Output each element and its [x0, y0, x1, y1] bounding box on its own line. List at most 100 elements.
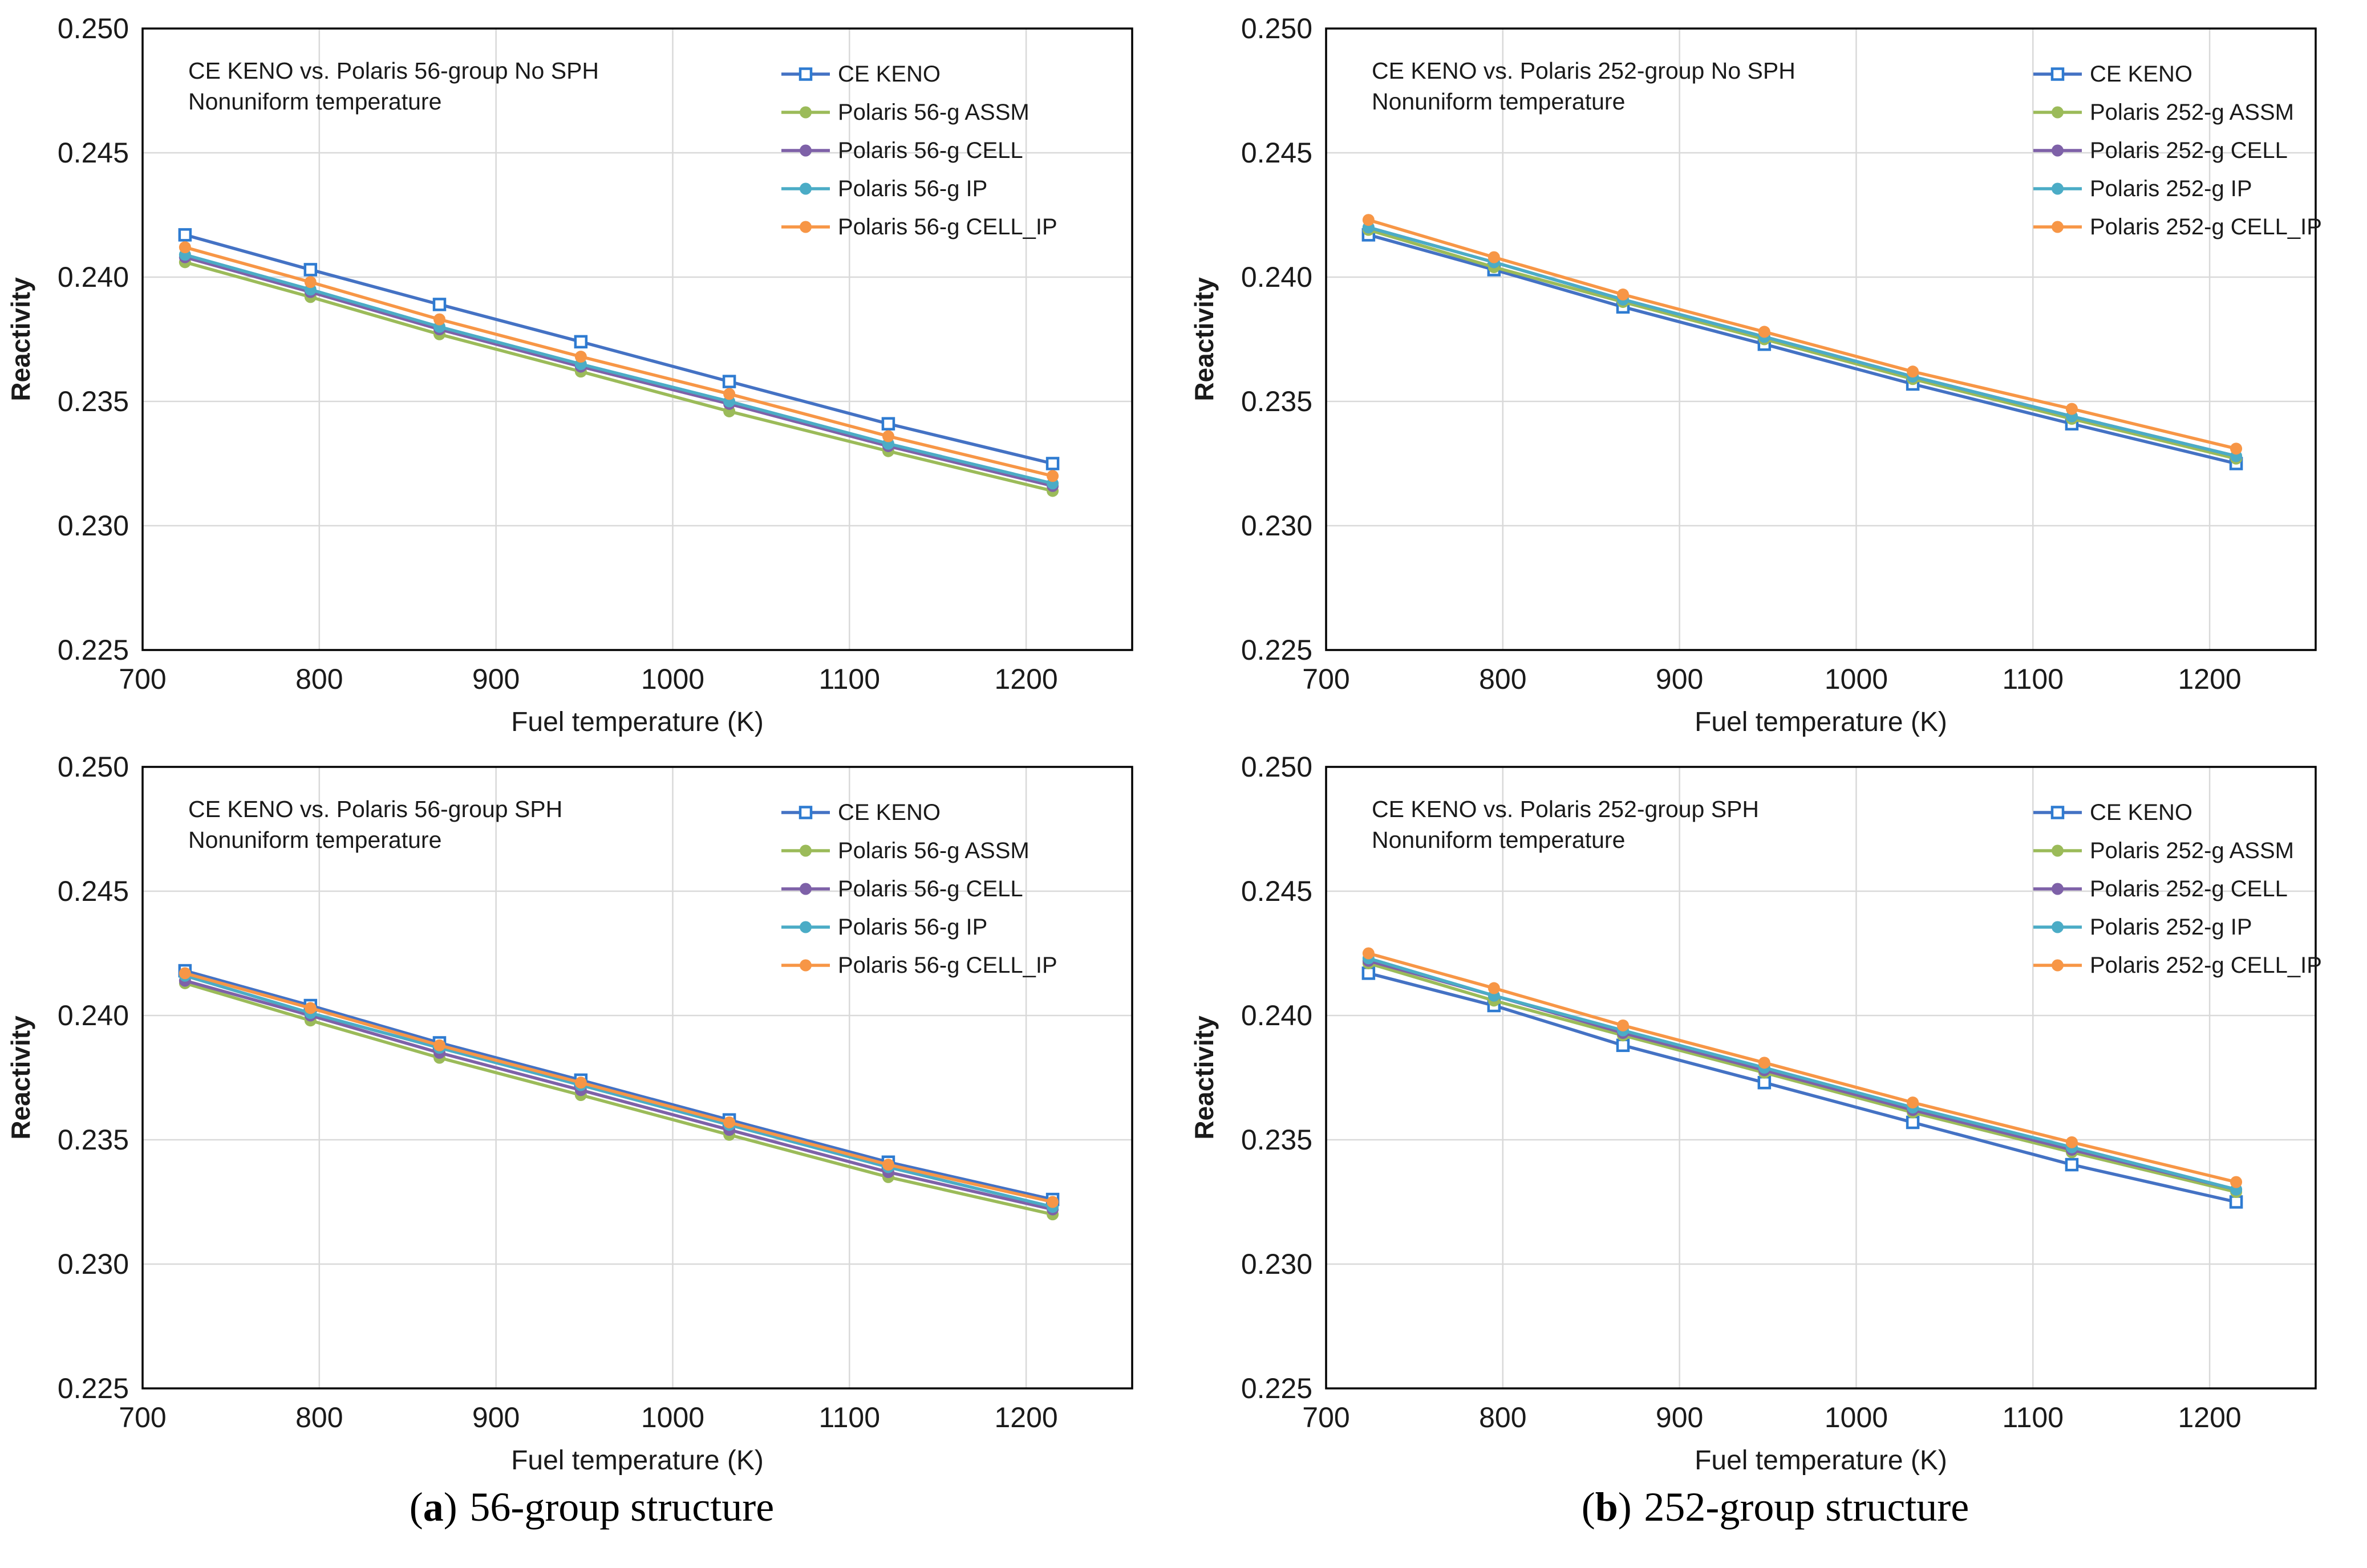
x-tick-label: 1100 [819, 1402, 881, 1433]
data-point-marker [574, 1077, 587, 1089]
legend-item-ce-keno: CE KENO [2033, 800, 2192, 825]
y-tick-label: 0.235 [1241, 385, 1312, 417]
caption-b-paren-open: ( [1581, 1484, 1595, 1530]
x-tick-label: 700 [119, 663, 166, 695]
legend-item-polaris-56-g-assm: Polaris 56-g ASSM [781, 838, 1030, 863]
legend-marker [2050, 806, 2065, 819]
y-tick-label: 0.230 [1241, 1248, 1312, 1280]
x-tick-label: 900 [1656, 1402, 1703, 1433]
panel-title-line1: CE KENO vs. Polaris 56-group SPH [188, 796, 562, 822]
x-tick-label: 800 [295, 663, 343, 695]
legend-item-polaris-252-g-ip: Polaris 252-g IP [2033, 915, 2252, 940]
legend-item-polaris-252-g-cell: Polaris 252-g CELL [2033, 876, 2288, 901]
data-point-marker [179, 241, 191, 254]
data-point-marker [1907, 1096, 1919, 1109]
legend-label: Polaris 252-g IP [2090, 915, 2252, 940]
legend-item-polaris-252-g-cell: Polaris 252-g CELL [2033, 138, 2288, 163]
legend-label: CE KENO [2090, 62, 2192, 87]
legend-label: Polaris 252-g CELL [2090, 876, 2288, 901]
legend-item-ce-keno: CE KENO [2033, 62, 2192, 87]
data-point-marker [882, 430, 894, 442]
data-point-marker [1616, 1038, 1630, 1053]
legend-item-polaris-56-g-cell-ip: Polaris 56-g CELL_IP [781, 214, 1057, 239]
caption-b-paren-close: ) [1618, 1484, 1632, 1530]
caption-a-paren-open: ( [409, 1484, 423, 1530]
data-point-marker [2229, 1195, 2243, 1209]
y-tick-label: 0.225 [1241, 1372, 1312, 1404]
legend-marker [800, 921, 812, 933]
series-polaris-56-g-cell-ip [179, 241, 1059, 482]
y-axis-tick-labels: 0.225 0.230 0.235 0.240 0.245 0.250 [58, 13, 129, 666]
y-axis-title: Reactivity [6, 277, 35, 401]
caption-b-letter: b [1595, 1484, 1618, 1530]
x-tick-label: 900 [1656, 663, 1703, 695]
y-axis-title: Reactivity [6, 1015, 35, 1140]
legend-marker [2052, 844, 2064, 857]
series-polaris-252-g-cell-ip [1362, 214, 2243, 455]
data-point-marker [1907, 365, 1919, 378]
panel-title-line2: Nonuniform temperature [1372, 88, 1625, 115]
chart-svg: 0.225 0.230 0.235 0.240 0.245 0.250 700 800 900 1… [1189, 751, 2322, 1476]
data-point-marker [179, 967, 191, 980]
legend-marker [800, 144, 812, 157]
panel-title-line2: Nonuniform temperature [188, 827, 441, 853]
caption-a-letter: a [423, 1484, 444, 1530]
data-point-marker [1758, 326, 1770, 338]
y-tick-label: 0.235 [58, 385, 129, 417]
x-tick-label: 1100 [2003, 663, 2064, 695]
data-point-marker [1361, 966, 1376, 980]
legend-marker [2052, 182, 2064, 195]
data-point-marker [1757, 1075, 1772, 1090]
x-tick-label: 700 [1302, 1402, 1349, 1433]
y-tick-label: 0.225 [1241, 634, 1312, 666]
legend-label: Polaris 56-g IP [838, 915, 987, 940]
x-tick-label: 800 [1479, 663, 1526, 695]
data-point-marker [723, 388, 736, 400]
x-axis-title: Fuel temperature (K) [511, 707, 764, 737]
data-point-marker [1758, 1057, 1770, 1069]
y-tick-label: 0.230 [58, 1248, 129, 1280]
y-tick-label: 0.245 [58, 137, 129, 169]
y-tick-label: 0.250 [1241, 13, 1312, 44]
data-point-marker [433, 313, 445, 326]
x-axis-title: Fuel temperature (K) [1695, 1445, 1947, 1476]
x-tick-label: 800 [295, 1402, 343, 1433]
data-point-marker [433, 1039, 445, 1051]
y-axis-tick-labels: 0.225 0.230 0.235 0.240 0.245 0.250 [1241, 13, 1312, 666]
chart-panel-56g-no-sph: 0.225 0.230 0.235 0.240 0.245 0.250 700 800 900 1… [0, 0, 1184, 738]
legend-item-polaris-56-g-cell: Polaris 56-g CELL [781, 876, 1023, 901]
x-tick-label: 900 [472, 663, 520, 695]
legend-marker [800, 959, 812, 972]
y-tick-label: 0.240 [1241, 261, 1312, 293]
legend-marker [799, 67, 813, 81]
y-tick-label: 0.230 [58, 510, 129, 542]
data-point-marker [1488, 982, 1500, 994]
chart-svg: 0.225 0.230 0.235 0.240 0.245 0.250 700 800 900 1… [6, 751, 1133, 1476]
data-point-marker [303, 263, 318, 277]
caption-a-paren-close: ) [443, 1484, 457, 1530]
data-point-marker [2065, 403, 2078, 415]
x-tick-label: 1200 [2178, 1402, 2241, 1433]
legend: CE KENO Polaris 56-g ASSM Polaris 56-g CEL… [781, 62, 1057, 239]
x-axis-tick-labels: 700 800 900 1000 1100 1200 [1302, 663, 2241, 695]
panel-title: CE KENO vs. Polaris 252-group No SPH Nonu… [1372, 58, 1795, 115]
panel-title-line2: Nonuniform temperature [188, 88, 441, 115]
data-point-marker [1488, 251, 1500, 263]
legend-label: Polaris 56-g CELL_IP [838, 214, 1057, 239]
legend-label: Polaris 252-g ASSM [2090, 100, 2294, 125]
x-tick-label: 1200 [994, 663, 1057, 695]
chart-panel-56g-sph: 0.225 0.230 0.235 0.240 0.245 0.250 700 800 900 1… [0, 738, 1184, 1477]
x-tick-label: 1200 [994, 1402, 1057, 1433]
y-tick-label: 0.225 [58, 634, 129, 666]
x-tick-label: 700 [119, 1402, 166, 1433]
x-axis-tick-labels: 700 800 900 1000 1100 1200 [119, 1402, 1057, 1433]
data-point-marker [574, 351, 587, 363]
panel-title: CE KENO vs. Polaris 56-group No SPH Nonun… [188, 58, 599, 115]
y-axis-tick-labels: 0.225 0.230 0.235 0.240 0.245 0.250 [1241, 751, 1312, 1404]
data-point-marker [722, 375, 736, 388]
legend-item-polaris-252-g-cell-ip: Polaris 252-g CELL_IP [2033, 953, 2322, 978]
series-ce-keno [178, 964, 1060, 1207]
legend-item-polaris-56-g-cell: Polaris 56-g CELL [781, 138, 1023, 163]
data-point-marker [1617, 289, 1629, 301]
data-point-marker [882, 1159, 894, 1171]
